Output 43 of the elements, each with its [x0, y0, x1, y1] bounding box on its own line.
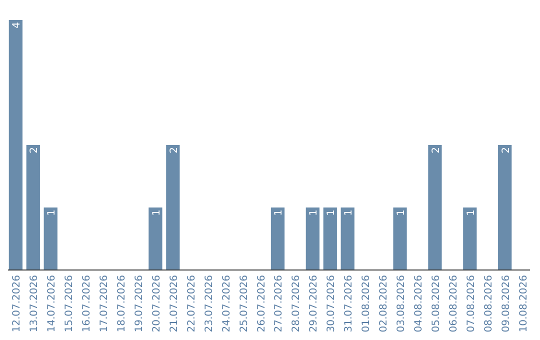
- data-label: 1: [151, 210, 162, 216]
- x-tick-label: 02.08.2026: [378, 275, 390, 332]
- data-label: 4: [12, 22, 23, 28]
- x-tick-label: 31.07.2026: [344, 275, 355, 332]
- x-tick-label: 14.07.2026: [46, 275, 58, 332]
- x-tick-label: 05.08.2026: [430, 275, 442, 332]
- data-label: 1: [274, 210, 285, 216]
- x-tick-label: 28.07.2026: [291, 275, 302, 332]
- data-label: 2: [500, 147, 512, 154]
- x-tick-label: 04.08.2026: [413, 275, 424, 332]
- x-tick-label: 16.07.2026: [82, 275, 93, 332]
- x-tick-label: 18.07.2026: [116, 275, 128, 332]
- x-tick-label: 29.07.2026: [308, 275, 320, 332]
- x-tick-label: 22.07.2026: [186, 275, 198, 332]
- x-tick-label: 26.07.2026: [256, 275, 268, 332]
- x-tick-label: 08.08.2026: [483, 275, 494, 332]
- x-tick-label: 24.07.2026: [221, 275, 232, 332]
- x-tick-label: 30.07.2026: [326, 275, 338, 332]
- data-label: 2: [168, 147, 180, 154]
- x-tick-label: 13.07.2026: [29, 275, 40, 332]
- x-tick-label: 17.07.2026: [99, 275, 110, 332]
- data-label: 2: [430, 147, 442, 154]
- x-tick-label: 15.07.2026: [64, 275, 76, 332]
- data-label: 1: [344, 210, 355, 216]
- data-label: 1: [326, 210, 338, 216]
- data-label: 1: [46, 210, 58, 216]
- x-tick-label: 01.08.2026: [361, 275, 372, 332]
- x-tick-label: 27.07.2026: [274, 275, 285, 332]
- x-tick-label: 07.08.2026: [466, 275, 477, 332]
- x-tick-label: 21.07.2026: [168, 275, 180, 332]
- x-tick-label: 19.07.2026: [134, 275, 145, 332]
- data-label: 2: [29, 147, 40, 154]
- x-tick-label: 09.08.2026: [500, 275, 512, 332]
- x-tick-label: 06.08.2026: [448, 275, 460, 332]
- x-tick-label: 25.07.2026: [238, 275, 250, 332]
- data-label: 1: [308, 210, 320, 216]
- x-tick-label: 20.07.2026: [151, 275, 162, 332]
- x-tick-label: 10.08.2026: [518, 275, 530, 332]
- x-tick-label: 23.07.2026: [204, 275, 215, 332]
- data-label: 1: [396, 210, 408, 216]
- data-label: 1: [466, 210, 477, 216]
- x-tick-label: 03.08.2026: [396, 275, 408, 332]
- x-tick-label: 12.07.2026: [12, 275, 23, 332]
